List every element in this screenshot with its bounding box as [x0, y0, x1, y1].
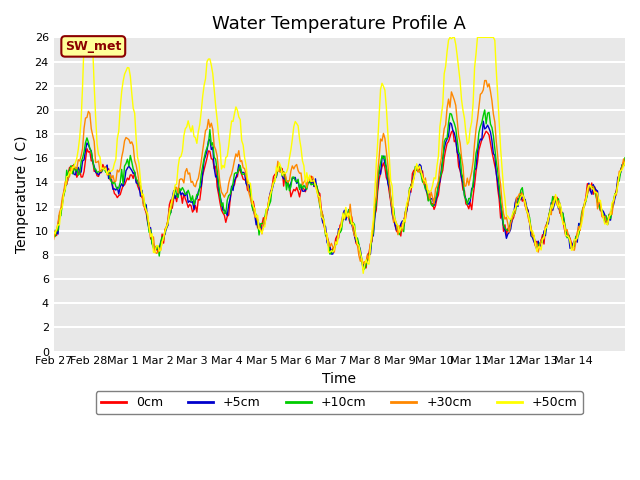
- Line: +50cm: +50cm: [54, 37, 625, 273]
- +10cm: [611, 191, 619, 197]
- +10cm: [258, 221, 266, 227]
- +10cm: [463, 201, 471, 207]
- +5cm: [359, 266, 367, 272]
- +5cm: [244, 183, 252, 189]
- 0cm: [449, 128, 457, 133]
- +30cm: [244, 180, 252, 185]
- Line: +5cm: +5cm: [54, 121, 625, 269]
- +50cm: [260, 224, 268, 230]
- +5cm: [479, 118, 487, 124]
- +5cm: [539, 240, 547, 246]
- +10cm: [539, 235, 547, 241]
- +5cm: [463, 200, 471, 205]
- +30cm: [621, 162, 629, 168]
- +50cm: [245, 180, 253, 186]
- +10cm: [359, 267, 367, 273]
- +5cm: [611, 195, 619, 201]
- +10cm: [50, 232, 58, 238]
- Line: +10cm: +10cm: [54, 110, 625, 270]
- +50cm: [359, 270, 367, 276]
- +30cm: [539, 235, 547, 241]
- +50cm: [50, 228, 58, 234]
- +5cm: [88, 148, 95, 154]
- +50cm: [465, 139, 472, 145]
- 0cm: [362, 265, 370, 271]
- +10cm: [621, 155, 629, 161]
- 0cm: [465, 206, 472, 212]
- Text: SW_met: SW_met: [65, 40, 122, 53]
- +30cm: [359, 261, 367, 266]
- Title: Water Temperature Profile A: Water Temperature Profile A: [212, 15, 467, 33]
- +50cm: [539, 237, 547, 243]
- +30cm: [50, 237, 58, 242]
- +10cm: [244, 180, 252, 186]
- +30cm: [611, 192, 619, 198]
- 0cm: [621, 157, 629, 163]
- Line: +30cm: +30cm: [54, 81, 625, 264]
- Line: 0cm: 0cm: [54, 131, 625, 268]
- +30cm: [463, 175, 471, 181]
- 0cm: [50, 229, 58, 235]
- 0cm: [539, 232, 547, 238]
- X-axis label: Time: Time: [323, 372, 356, 386]
- +5cm: [50, 228, 58, 233]
- Legend: 0cm, +5cm, +10cm, +30cm, +50cm: 0cm, +5cm, +10cm, +30cm, +50cm: [96, 391, 583, 414]
- +30cm: [258, 231, 266, 237]
- 0cm: [244, 187, 252, 193]
- +50cm: [611, 192, 619, 197]
- +50cm: [89, 44, 97, 50]
- +10cm: [481, 107, 488, 113]
- 0cm: [611, 193, 619, 199]
- +5cm: [621, 158, 629, 164]
- 0cm: [258, 222, 266, 228]
- +50cm: [621, 159, 629, 165]
- +30cm: [88, 126, 95, 132]
- +50cm: [82, 35, 90, 40]
- +10cm: [88, 149, 95, 155]
- +30cm: [483, 78, 490, 84]
- 0cm: [88, 158, 95, 164]
- +5cm: [258, 228, 266, 233]
- Y-axis label: Temperature ( C): Temperature ( C): [15, 136, 29, 253]
